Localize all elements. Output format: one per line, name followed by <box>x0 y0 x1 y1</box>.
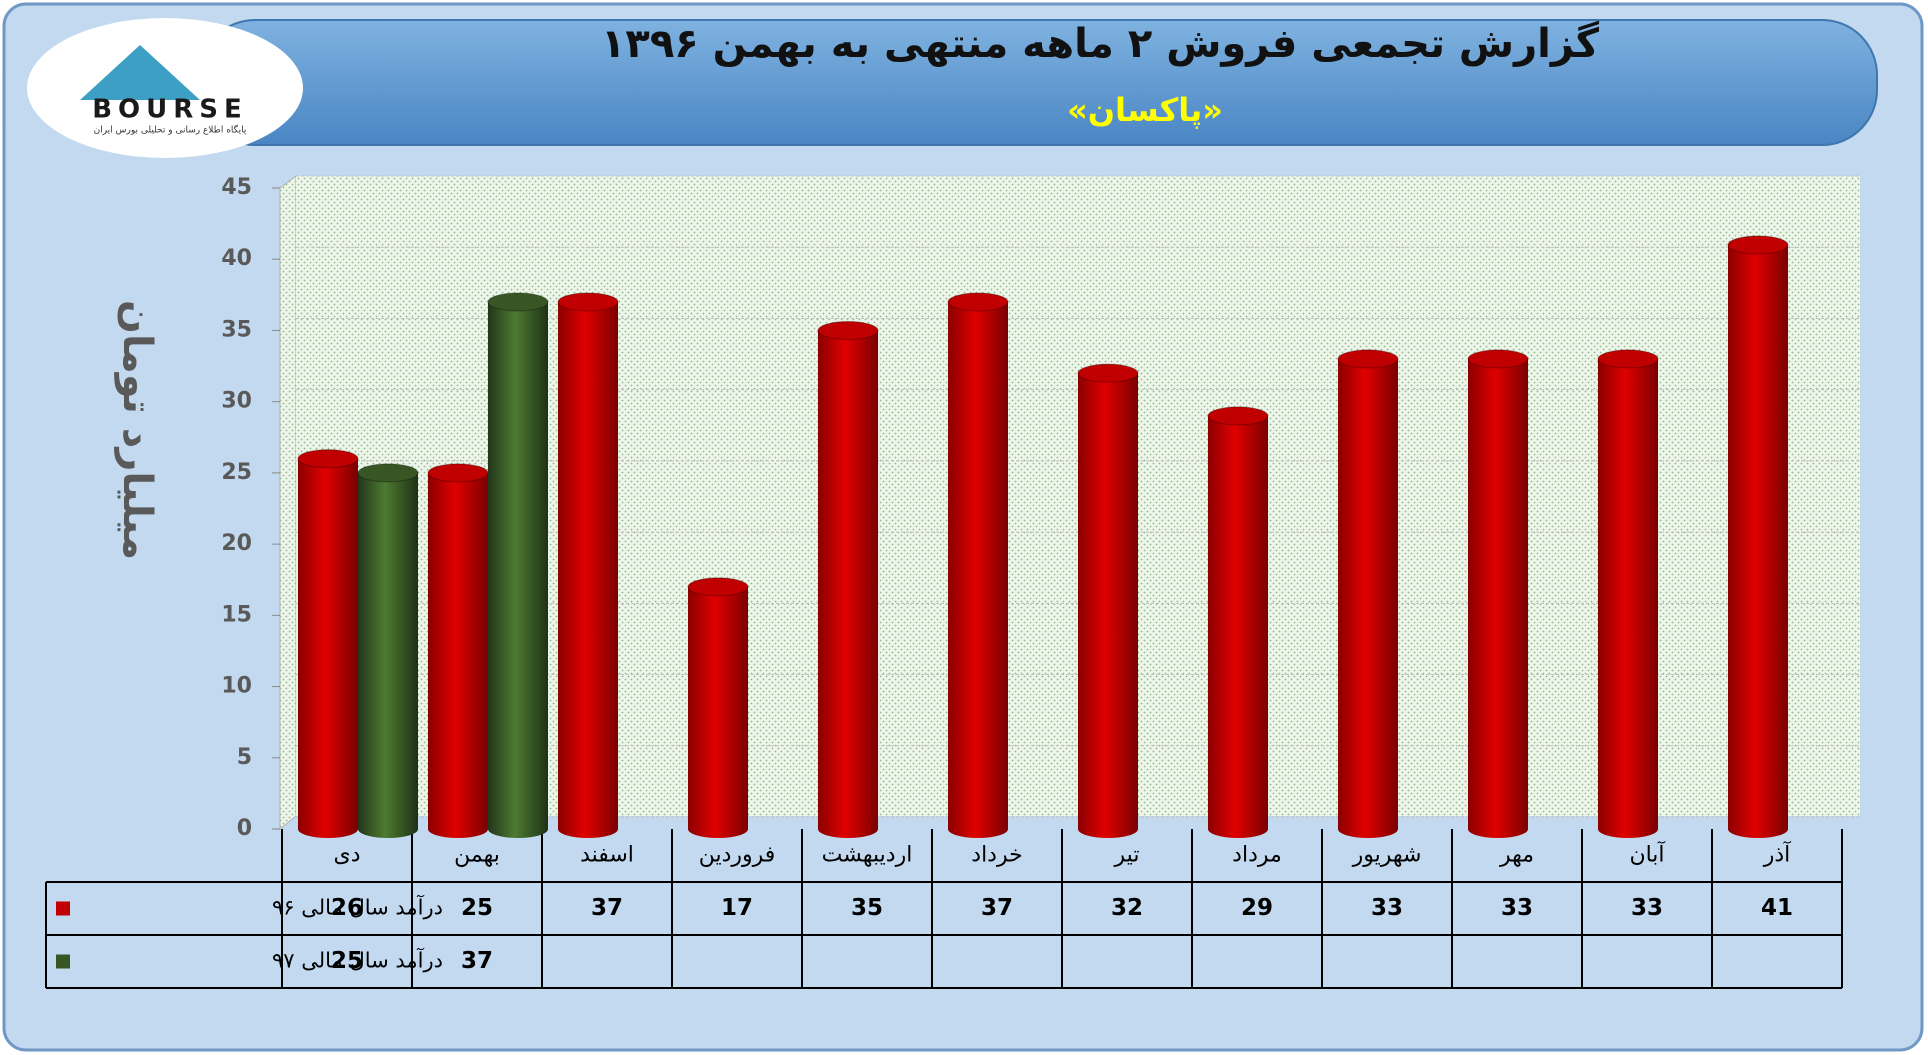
bar-base <box>298 820 358 838</box>
bar <box>1338 358 1398 829</box>
bar-cap <box>947 292 1009 312</box>
y-tick-label: 20 <box>221 531 252 556</box>
y-tick-label: 0 <box>237 816 252 841</box>
bar-base <box>488 820 548 838</box>
chart-title: گزارش تجمعی فروش ۲ ماهه منتهی به بهمن ۱۳… <box>601 20 1600 67</box>
bar-cap <box>297 449 359 469</box>
y-tick-label: 5 <box>237 745 252 770</box>
x-tick-label: تیر <box>1114 843 1140 868</box>
bar-cap <box>1207 406 1269 426</box>
x-tick-label: فروردین <box>699 843 776 868</box>
bar-cap <box>1727 235 1789 255</box>
bar-base <box>1208 820 1268 838</box>
y-tick-label: 35 <box>221 317 252 342</box>
bar <box>1728 244 1788 829</box>
table-value: 33 <box>1631 895 1663 921</box>
bar-base <box>948 820 1008 838</box>
y-tick-label: 45 <box>221 175 252 200</box>
bar <box>948 301 1008 829</box>
bar-cap <box>1467 349 1529 369</box>
table-value: 25 <box>331 948 363 974</box>
bar-base <box>1338 820 1398 838</box>
legend-swatch <box>56 954 70 969</box>
bar <box>1468 358 1528 829</box>
bar <box>428 472 488 829</box>
table-value: 29 <box>1241 895 1273 921</box>
chart-subtitle: «پاکسان» <box>1067 91 1223 129</box>
legend-label: درآمد سال مالی ۹۶ <box>272 895 443 920</box>
bar <box>298 458 358 829</box>
plot-side-wall <box>279 175 297 831</box>
bar-base <box>558 820 618 838</box>
y-axis-label: میلیارد تومان <box>114 300 160 560</box>
table-value: 25 <box>461 895 493 921</box>
bar <box>1078 373 1138 829</box>
table-value: 32 <box>1111 895 1143 921</box>
bar-base <box>1598 820 1658 838</box>
bar-base <box>1728 820 1788 838</box>
bar-cap <box>427 463 489 483</box>
table-value: 37 <box>981 895 1013 921</box>
table-value: 37 <box>461 948 493 974</box>
bar-cap <box>1337 349 1399 369</box>
y-tick-label: 40 <box>221 246 252 271</box>
bar <box>488 301 548 829</box>
x-tick-label: مهر <box>1499 843 1534 868</box>
x-tick-label: بهمن <box>454 843 500 868</box>
bar <box>688 586 748 829</box>
bar-cap <box>357 463 419 483</box>
x-tick-label: اسفند <box>580 843 634 868</box>
bar-base <box>688 820 748 838</box>
x-tick-label: مرداد <box>1232 843 1282 868</box>
bar-base <box>428 820 488 838</box>
table-value: 33 <box>1501 895 1533 921</box>
y-tick-label: 15 <box>221 602 252 627</box>
bar <box>1598 358 1658 829</box>
table-value: 17 <box>721 895 753 921</box>
x-tick-label: آذر <box>1763 841 1791 868</box>
table-value: 35 <box>851 895 883 921</box>
x-tick-label: شهریور <box>1352 843 1422 868</box>
bar <box>818 330 878 829</box>
table-value: 26 <box>331 895 363 921</box>
bar <box>358 472 418 829</box>
logo-mark <box>80 45 200 100</box>
bar <box>1208 415 1268 829</box>
bar-base <box>1078 820 1138 838</box>
bar-cap <box>817 320 879 340</box>
legend-swatch <box>56 901 70 916</box>
x-tick-label: دی <box>333 843 360 868</box>
bar <box>558 301 618 829</box>
x-tick-label: آبان <box>1629 841 1665 868</box>
bar-base <box>358 820 418 838</box>
legend-label: درآمد سال مالی ۹۷ <box>272 948 443 973</box>
bar-cap <box>1597 349 1659 369</box>
table-value: 41 <box>1761 895 1793 921</box>
bar-cap <box>1077 363 1139 383</box>
x-tick-label: خرداد <box>971 843 1022 868</box>
table-value: 33 <box>1371 895 1403 921</box>
bar-base <box>818 820 878 838</box>
y-tick-label: 25 <box>221 460 252 485</box>
bar-cap <box>487 292 549 312</box>
x-tick-label: اردیبهشت <box>822 843 913 868</box>
y-tick-label: 30 <box>221 389 252 414</box>
bar-base <box>1468 820 1528 838</box>
table-value: 37 <box>591 895 623 921</box>
logo-text: BOURSE <box>92 95 248 125</box>
bar-cap <box>557 292 619 312</box>
logo-tagline: پایگاه اطلاع رسانی و تحلیلی بورس ایران <box>94 124 247 136</box>
y-tick-label: 10 <box>221 674 252 699</box>
bar-cap <box>687 577 749 597</box>
